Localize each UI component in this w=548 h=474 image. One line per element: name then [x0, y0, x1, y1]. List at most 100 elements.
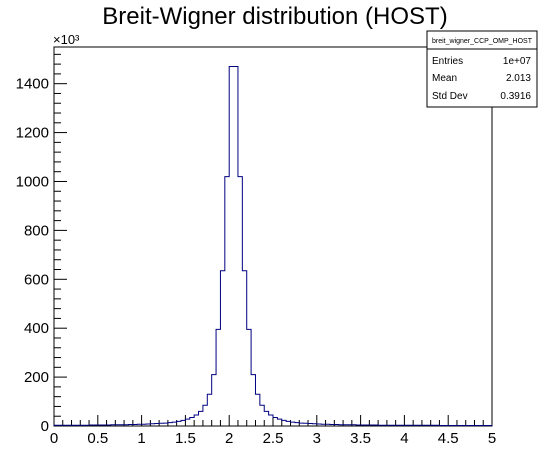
histogram-bin	[199, 411, 203, 426]
histogram-bin	[93, 425, 97, 426]
histogram-bin	[185, 419, 189, 426]
histogram-bin	[312, 424, 316, 426]
y-tick-label: 800	[24, 222, 49, 239]
y-tick-label: 1200	[16, 125, 49, 142]
histogram-bins	[54, 67, 492, 426]
histogram-bin	[76, 425, 80, 426]
histogram-bin	[277, 419, 281, 426]
histogram-bin	[80, 425, 84, 426]
histogram-bin	[391, 425, 395, 426]
stats-entries-value: 1e+07	[503, 56, 532, 67]
histogram-bin	[435, 425, 439, 426]
histogram-bin	[286, 421, 290, 426]
histogram-bin	[98, 425, 102, 426]
histogram-bin	[255, 394, 259, 426]
histogram-bin	[343, 425, 347, 426]
x-tick-label: 0	[50, 430, 58, 447]
histogram-bin	[85, 425, 89, 426]
histogram-bin	[181, 420, 185, 426]
histogram-bin	[330, 425, 334, 426]
histogram-bin	[155, 424, 159, 426]
x-tick-label: 2	[225, 430, 233, 447]
histogram-bin	[326, 424, 330, 426]
histogram-bin	[115, 425, 119, 426]
histogram-bin	[282, 420, 286, 426]
stats-mean-label: Mean	[432, 73, 457, 84]
histogram-bin	[172, 422, 176, 426]
histogram-bin	[295, 423, 299, 426]
histogram-bin	[150, 424, 154, 426]
histogram-bin	[317, 424, 321, 426]
stats-box-name: breit_wigner_CCP_OMP_HOST	[432, 38, 533, 45]
histogram-bin	[133, 425, 137, 426]
histogram-bin	[102, 425, 106, 426]
stats-stddev-label: Std Dev	[432, 91, 468, 102]
histogram-bin	[234, 67, 238, 426]
histogram-bin	[137, 424, 141, 426]
histogram-bin	[54, 425, 58, 426]
histogram-bin	[400, 425, 404, 426]
stats-stddev-value: 0.3916	[500, 91, 531, 102]
x-tick-label: 0.5	[87, 430, 108, 447]
histogram-bin	[409, 425, 413, 426]
histogram-bin	[194, 415, 198, 426]
histogram-bin	[339, 425, 343, 426]
histogram-bin	[418, 425, 422, 426]
histogram-bin	[334, 425, 338, 426]
histogram-bin	[190, 417, 194, 426]
histogram-bin	[413, 425, 417, 426]
x-tick-label: 4	[400, 430, 408, 447]
histogram-bin	[299, 423, 303, 426]
histogram-bin	[225, 177, 229, 426]
chart-title: Breit-Wigner distribution (HOST)	[102, 3, 447, 30]
y-tick-label: 0	[41, 418, 49, 435]
histogram-bin	[426, 425, 430, 426]
y-tick-label: 600	[24, 271, 49, 288]
x-tick-label: 1.5	[175, 430, 196, 447]
histogram-bin	[63, 425, 67, 426]
histogram-bin	[128, 425, 132, 426]
stats-entries-label: Entries	[432, 56, 463, 67]
x-tick-label: 2.5	[263, 430, 284, 447]
histogram-bin	[229, 67, 233, 426]
histogram-bin	[356, 425, 360, 426]
histogram-bin	[220, 271, 224, 426]
histogram-bin	[159, 423, 163, 426]
y-tick-label: 400	[24, 320, 49, 337]
histogram-bin	[264, 411, 268, 426]
histogram-bin	[321, 424, 325, 426]
stats-box-frame	[426, 30, 538, 108]
histogram-bin	[72, 425, 76, 426]
histogram-bin	[378, 425, 382, 426]
histogram-bin	[177, 421, 181, 426]
histogram-bin	[58, 425, 62, 426]
x-tick-label: 3.5	[350, 430, 371, 447]
histogram-bin	[207, 394, 211, 426]
histogram-bin	[107, 425, 111, 426]
histogram-bin	[273, 417, 277, 426]
histogram-bin	[269, 415, 273, 426]
histogram-bin	[260, 405, 264, 426]
histogram-bin	[422, 425, 426, 426]
y-axis: 0 200 400 600 800 1000 1200 1400	[16, 53, 67, 435]
histogram-bin	[238, 177, 242, 426]
y-tick-label: 1400	[16, 76, 49, 93]
histogram-bin	[89, 425, 93, 426]
y-tick-label: 200	[24, 369, 49, 386]
histogram-bin	[304, 423, 308, 426]
histogram-bin	[361, 425, 365, 426]
histogram-bin	[347, 425, 351, 426]
histogram-bin	[404, 425, 408, 426]
histogram-bin	[431, 425, 435, 426]
stats-box: breit_wigner_CCP_OMP_HOST Entries 1e+07 …	[426, 30, 538, 108]
histogram-bin	[291, 422, 295, 426]
stats-mean-value: 2.013	[506, 73, 531, 84]
histogram-bin	[383, 425, 387, 426]
histogram-bin	[251, 375, 255, 426]
histogram-bin	[124, 425, 128, 426]
histogram-bin	[369, 425, 373, 426]
histogram-bin	[374, 425, 378, 426]
histogram-bin	[242, 271, 246, 426]
x-tick-label: 4.5	[438, 430, 459, 447]
